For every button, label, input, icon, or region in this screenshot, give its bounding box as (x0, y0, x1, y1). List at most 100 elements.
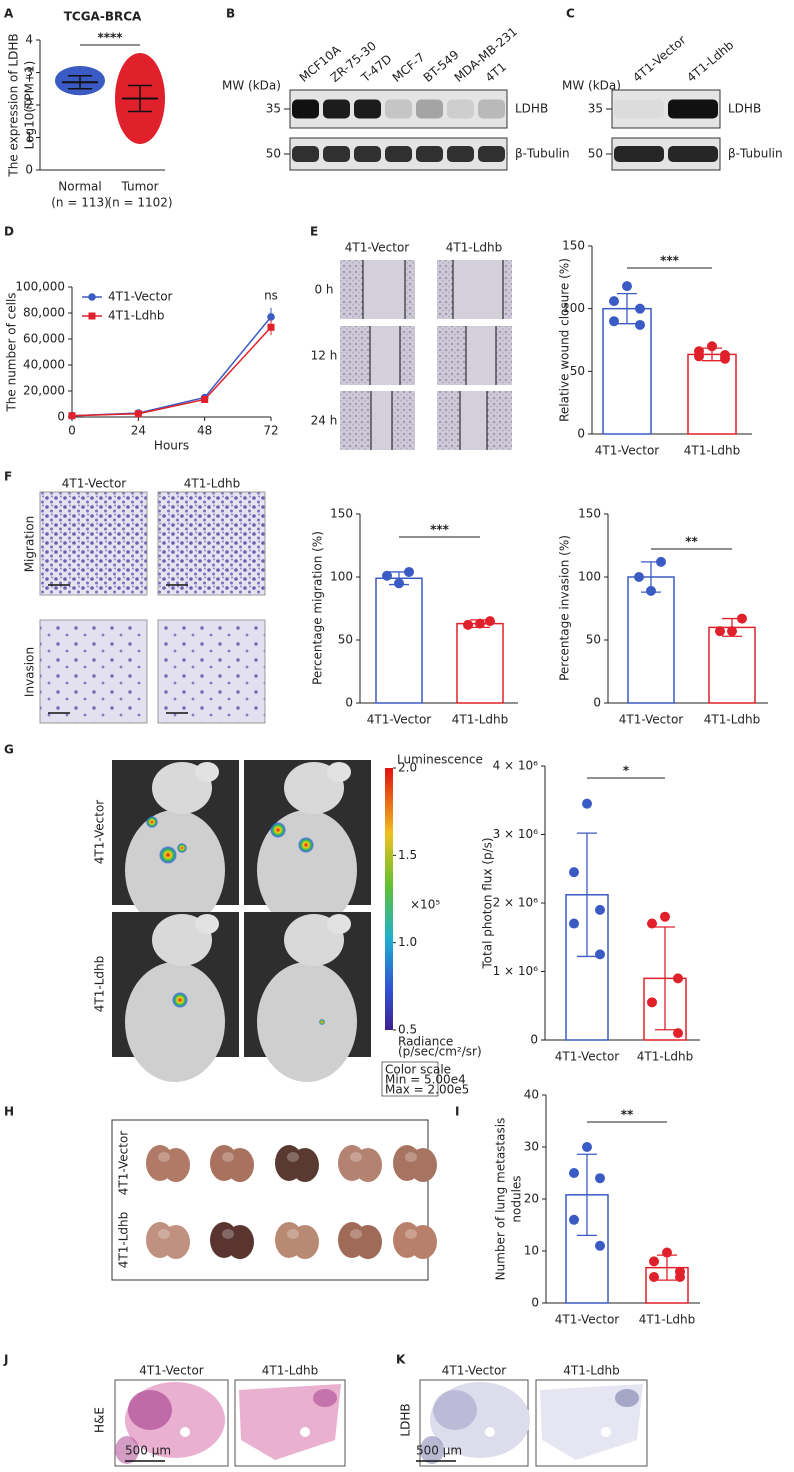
y-tick-label: 0 (345, 696, 353, 710)
colorbar-tick-label: 1.0 (398, 935, 417, 949)
y-tick-label: 0 (57, 410, 65, 424)
y-tick-label: 100 (330, 570, 353, 584)
column-header: 4T1-Ldhb (262, 1364, 318, 1378)
signal (319, 1019, 325, 1025)
y-tick-label: 50 (586, 633, 601, 647)
point (201, 395, 209, 403)
lane-label: 4T1-Ldhb (684, 38, 736, 85)
y-tick-label: 1 (25, 130, 33, 144)
y-tick-label: 0 (577, 427, 585, 441)
y-axis-label: The number of cells (5, 292, 19, 412)
x-tick-label: 0 (68, 424, 76, 438)
data-point (582, 1142, 592, 1152)
data-point (382, 570, 392, 581)
wound-gap (460, 391, 487, 450)
y-tick-label: 2 × 10⁶ (493, 896, 539, 910)
lung-highlight (350, 1229, 362, 1239)
point (267, 323, 275, 331)
legend-label: 4T1-Ldhb (108, 309, 164, 323)
mw-marker: 35 (588, 102, 603, 116)
data-point (595, 949, 605, 960)
colorbar (385, 768, 393, 1030)
lung-lobe (409, 1225, 437, 1259)
bar (708, 626, 756, 704)
mw-marker: 50 (588, 147, 603, 161)
point (134, 410, 142, 418)
y-tick-label: 150 (578, 507, 601, 521)
bar (627, 576, 675, 704)
lane-label: MCF-7 (390, 50, 428, 85)
scale-label: 500 μm (125, 1444, 171, 1458)
x-tick-label: 4T1-Vector (367, 713, 432, 727)
band (416, 99, 443, 119)
colorbar-tick-label: 0.5 (398, 1023, 417, 1037)
y-tick-label: 3 × 10⁶ (493, 827, 539, 841)
significance-label: * (623, 764, 630, 778)
significance-label: **** (97, 31, 123, 45)
band (385, 146, 412, 162)
x-tick-label: 4T1-Vector (555, 1050, 620, 1064)
column-header: 4T1-Vector (139, 1364, 204, 1378)
y-tick-label: 20,000 (23, 384, 65, 398)
y-tick-label: 0 (593, 696, 601, 710)
tissue (115, 1436, 139, 1464)
tissue (420, 1436, 444, 1464)
column-header: 4T1-Ldhb (184, 477, 240, 491)
bar (456, 622, 504, 704)
band (668, 99, 718, 119)
data-point (404, 566, 414, 577)
band (614, 99, 664, 119)
data-point (569, 918, 579, 929)
mouse-body (257, 962, 357, 1082)
lung-lobe (162, 1148, 190, 1182)
mouse-body (257, 810, 357, 930)
y-tick-label: 50 (570, 364, 585, 378)
x-tick-label: 4T1-Ldhb (704, 713, 760, 727)
colorbar-title: Luminescence (397, 753, 483, 767)
row-label: 4T1-Ldhb (117, 1212, 131, 1268)
column-header: 4T1-Ldhb (446, 241, 502, 255)
panel-label: I (455, 1105, 459, 1119)
signal (172, 992, 188, 1008)
x-tick-label: 72 (263, 424, 278, 438)
colorbar-unit: Radiance (398, 1035, 453, 1049)
lung-highlight (222, 1229, 234, 1239)
point (267, 313, 275, 321)
lung-highlight (350, 1152, 362, 1162)
y-tick-label: 0 (531, 1296, 539, 1310)
data-point (720, 353, 730, 364)
legend-marker (88, 312, 96, 320)
tissue-dense (615, 1389, 639, 1407)
micrograph (39, 491, 148, 596)
chart-title: TCGA-BRCA (64, 10, 142, 24)
lung-lobe (226, 1225, 254, 1259)
data-point (647, 997, 657, 1008)
row-label: 4T1-Vector (93, 800, 107, 865)
tissue-dense (128, 1390, 172, 1430)
band (354, 146, 381, 162)
band-label: LDHB (728, 102, 761, 116)
y-tick-label: 40 (524, 1088, 539, 1102)
y-tick-label: 0 (530, 1033, 538, 1047)
y-tick-label: 0 (25, 163, 33, 177)
panel-label: G (4, 743, 14, 757)
significance-label: *** (660, 254, 680, 268)
signal (270, 822, 286, 838)
lung-highlight (158, 1229, 170, 1239)
y-tick-label: 40,000 (23, 358, 65, 372)
data-point (694, 351, 704, 362)
data-point (649, 1272, 659, 1282)
row-label: 0 h (314, 283, 333, 297)
point (68, 412, 76, 420)
mouse-ear (327, 914, 351, 934)
signal (298, 837, 314, 853)
mw-label: MW (kDa) (222, 79, 281, 93)
band (668, 146, 718, 162)
mouse-body (125, 962, 225, 1082)
y-tick-label: 80,000 (23, 306, 65, 320)
y-tick-label: 10 (524, 1244, 539, 1258)
x-axis-label: Hours (154, 439, 189, 453)
data-point (475, 618, 485, 629)
y-axis-label: Log10(TPM+1) (23, 61, 37, 150)
series-line (71, 316, 272, 417)
